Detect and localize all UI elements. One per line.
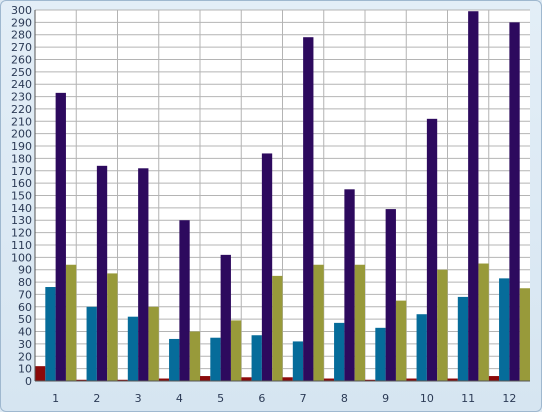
x-tick-labels: 1 2 3 4 5 6 7 8 9 10 11 12 [52,392,516,405]
y-tick-label: 130 [11,214,32,227]
x-tick-label: 6 [258,392,265,405]
y-tick-label: 140 [11,202,32,215]
bar [509,22,520,381]
bar [334,322,345,381]
y-tick-label: 210 [11,115,32,128]
y-tick-label: 60 [18,301,32,314]
bar [220,254,231,381]
bar [251,335,262,381]
bar [354,264,365,381]
x-tick-label: 1 [52,392,59,405]
y-tick-label: 190 [11,140,32,153]
bar [478,263,489,381]
bar [406,378,417,381]
y-tick-label: 250 [11,66,32,79]
x-tick-label: 12 [502,392,516,405]
y-tick-label: 260 [11,53,32,66]
axes [34,10,530,382]
x-tick-label: 3 [135,392,142,405]
bar [272,275,283,381]
x-tick-label: 10 [420,392,434,405]
bar [261,153,273,381]
bar [416,314,427,381]
bar [385,209,396,381]
x-tick-label: 8 [341,392,348,405]
y-tick-label: 170 [11,165,32,178]
x-tick-label: 4 [176,392,183,405]
y-tick-label: 300 [11,4,32,17]
y-tick-label: 270 [11,41,32,54]
y-tick-label: 80 [18,276,32,289]
y-tick-label: 50 [18,313,32,326]
y-tick-label: 0 [25,375,32,388]
bar [200,376,211,381]
bar [55,92,66,382]
y-tick-label: 10 [18,363,32,376]
y-tick-label: 200 [11,128,32,141]
bar [499,278,510,381]
bar [437,269,448,381]
x-tick-label: 5 [217,392,224,405]
y-tick-label: 230 [11,91,32,104]
y-tick-label: 160 [11,177,32,190]
bar [96,165,108,381]
y-tick-label: 290 [11,16,32,29]
bar [468,11,479,382]
bar [35,366,46,381]
bar [76,379,87,381]
bar [365,379,376,381]
bar [210,337,221,381]
bar [241,377,252,381]
x-tick-label: 2 [93,392,100,405]
y-tick-label: 20 [18,350,32,363]
x-tick-label: 7 [300,392,307,405]
bar [179,220,190,381]
y-tick-label: 110 [11,239,32,252]
bar [148,306,159,381]
bar [86,306,97,381]
bar [138,168,149,381]
x-tick-label: 9 [382,392,389,405]
bar [426,118,438,382]
bar [158,378,170,381]
y-tick-label: 90 [18,264,32,277]
bar [375,327,386,381]
bar [117,379,128,381]
bar [127,316,139,381]
bar [488,376,500,381]
bar [313,264,324,381]
y-tick-label: 280 [11,29,32,42]
bar [169,338,180,381]
bar [65,264,77,381]
bar [282,377,293,381]
bars [35,11,530,382]
y-tick-label: 40 [18,326,32,339]
bar [189,331,200,381]
y-tick-label: 180 [11,152,32,165]
bar [395,300,407,381]
bar [323,378,335,381]
bar [303,37,314,381]
y-tick-label: 70 [18,288,32,301]
bar [45,287,56,381]
y-tick-label: 150 [11,190,32,203]
y-tick-label: 240 [11,78,32,91]
y-tick-labels: 0102030405060708090100110120130140150160… [11,4,32,388]
y-tick-label: 120 [11,227,32,240]
bar [519,288,530,381]
bar [447,378,458,381]
bar [230,320,242,381]
y-tick-label: 100 [11,251,32,264]
bar [344,189,355,381]
y-tick-label: 220 [11,103,32,116]
bar [107,273,118,381]
x-tick-label: 11 [461,392,475,405]
bar [292,341,304,381]
y-tick-label: 30 [18,338,32,351]
bar [457,296,469,381]
